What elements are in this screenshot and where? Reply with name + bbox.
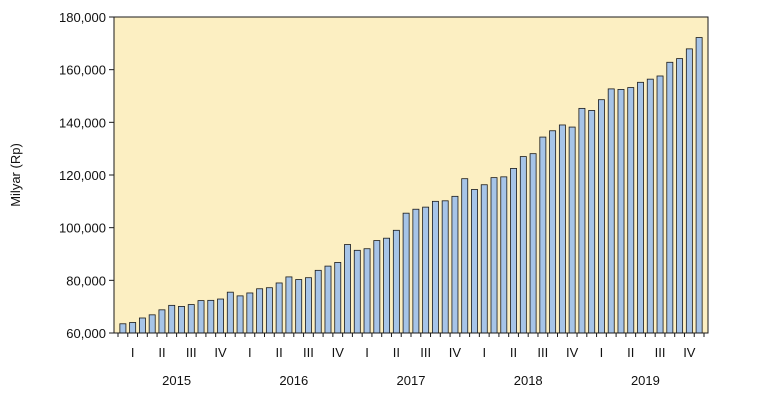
bar (695, 37, 703, 334)
y-axis: 60,000 80,000 100,000 120,000 140,000 160,000… (59, 10, 115, 341)
y-axis-title: Milyar (Rp) (8, 143, 23, 207)
bar (275, 282, 283, 334)
y-tick-label: 180,000 (59, 10, 106, 25)
quarter-label: IV (332, 345, 345, 360)
bar (246, 292, 254, 334)
year-label: 2018 (514, 373, 543, 388)
bar (226, 291, 234, 334)
bar (607, 88, 615, 334)
bar (441, 200, 449, 334)
y-tick-label: 120,000 (59, 168, 106, 183)
bar (392, 229, 400, 334)
bar (578, 107, 586, 334)
quarter-label: III (186, 345, 197, 360)
quarter-label: IV (449, 345, 462, 360)
quarter-label: III (303, 345, 314, 360)
bar (344, 244, 351, 334)
bar (138, 317, 146, 334)
bar (207, 299, 215, 334)
quarter-label: III (537, 345, 548, 360)
bar (119, 323, 127, 334)
quarter-label: I (600, 345, 604, 360)
bar (217, 298, 224, 334)
bar (549, 130, 557, 334)
bar (314, 269, 322, 334)
quarter-label: I (482, 345, 486, 360)
bar (178, 305, 185, 334)
y-tick-label: 140,000 (59, 115, 106, 130)
quarter-label: II (276, 345, 283, 360)
bar (500, 176, 508, 334)
bar (363, 248, 371, 334)
quarter-label: I (365, 345, 369, 360)
bar (617, 89, 625, 334)
quarter-label: IV (683, 345, 696, 360)
bar (510, 168, 517, 334)
bar (637, 81, 644, 334)
quarter-label: II (510, 345, 517, 360)
bar (197, 300, 205, 334)
bar (305, 277, 312, 334)
bar (373, 240, 381, 334)
year-label: 2017 (397, 373, 426, 388)
bar (187, 304, 195, 334)
bar (431, 200, 439, 334)
quarter-label: IV (566, 345, 579, 360)
bar (656, 75, 664, 334)
bar (412, 208, 420, 334)
bar (646, 78, 654, 334)
bar (256, 288, 264, 334)
y-tick-label: 60,000 (66, 326, 106, 341)
bar (148, 314, 156, 334)
quarter-label: II (393, 345, 400, 360)
year-label: 2015 (162, 373, 191, 388)
year-label: 2019 (631, 373, 660, 388)
bar (471, 189, 478, 334)
quarter-label: IV (214, 345, 227, 360)
bar (519, 156, 527, 334)
bar (129, 322, 137, 334)
bar (676, 58, 684, 334)
bar (480, 184, 488, 334)
bar (383, 237, 391, 334)
quarter-label: III (655, 345, 666, 360)
bar (529, 153, 537, 334)
bar (558, 124, 566, 334)
bar (353, 249, 361, 334)
bar (265, 287, 273, 334)
x-axis: I II III IV I II III IV I II III IV I II III IV I II III IV… (114, 332, 708, 388)
bars (119, 37, 703, 334)
bar (295, 279, 303, 334)
quarter-label: II (627, 345, 634, 360)
bar (168, 304, 176, 334)
bar (666, 61, 674, 334)
bar (334, 262, 342, 334)
y-tick-label: 160,000 (59, 63, 106, 78)
bar (568, 126, 576, 334)
year-label: 2016 (279, 373, 308, 388)
bar (451, 195, 459, 334)
y-tick-label: 80,000 (66, 273, 106, 288)
bar (236, 295, 244, 334)
bar (422, 206, 430, 334)
bar (402, 212, 410, 334)
bar (158, 309, 166, 334)
bar (490, 177, 498, 334)
bar (588, 110, 596, 334)
quarter-label: I (131, 345, 135, 360)
quarter-label: I (248, 345, 252, 360)
y-tick-label: 100,000 (59, 221, 106, 236)
bar (627, 87, 635, 334)
bar (598, 99, 605, 334)
quarter-label: II (158, 345, 165, 360)
bar (539, 136, 547, 334)
bar (461, 178, 469, 334)
quarter-label: III (420, 345, 431, 360)
bar (685, 48, 693, 334)
bar (324, 265, 332, 334)
bar (285, 276, 293, 334)
